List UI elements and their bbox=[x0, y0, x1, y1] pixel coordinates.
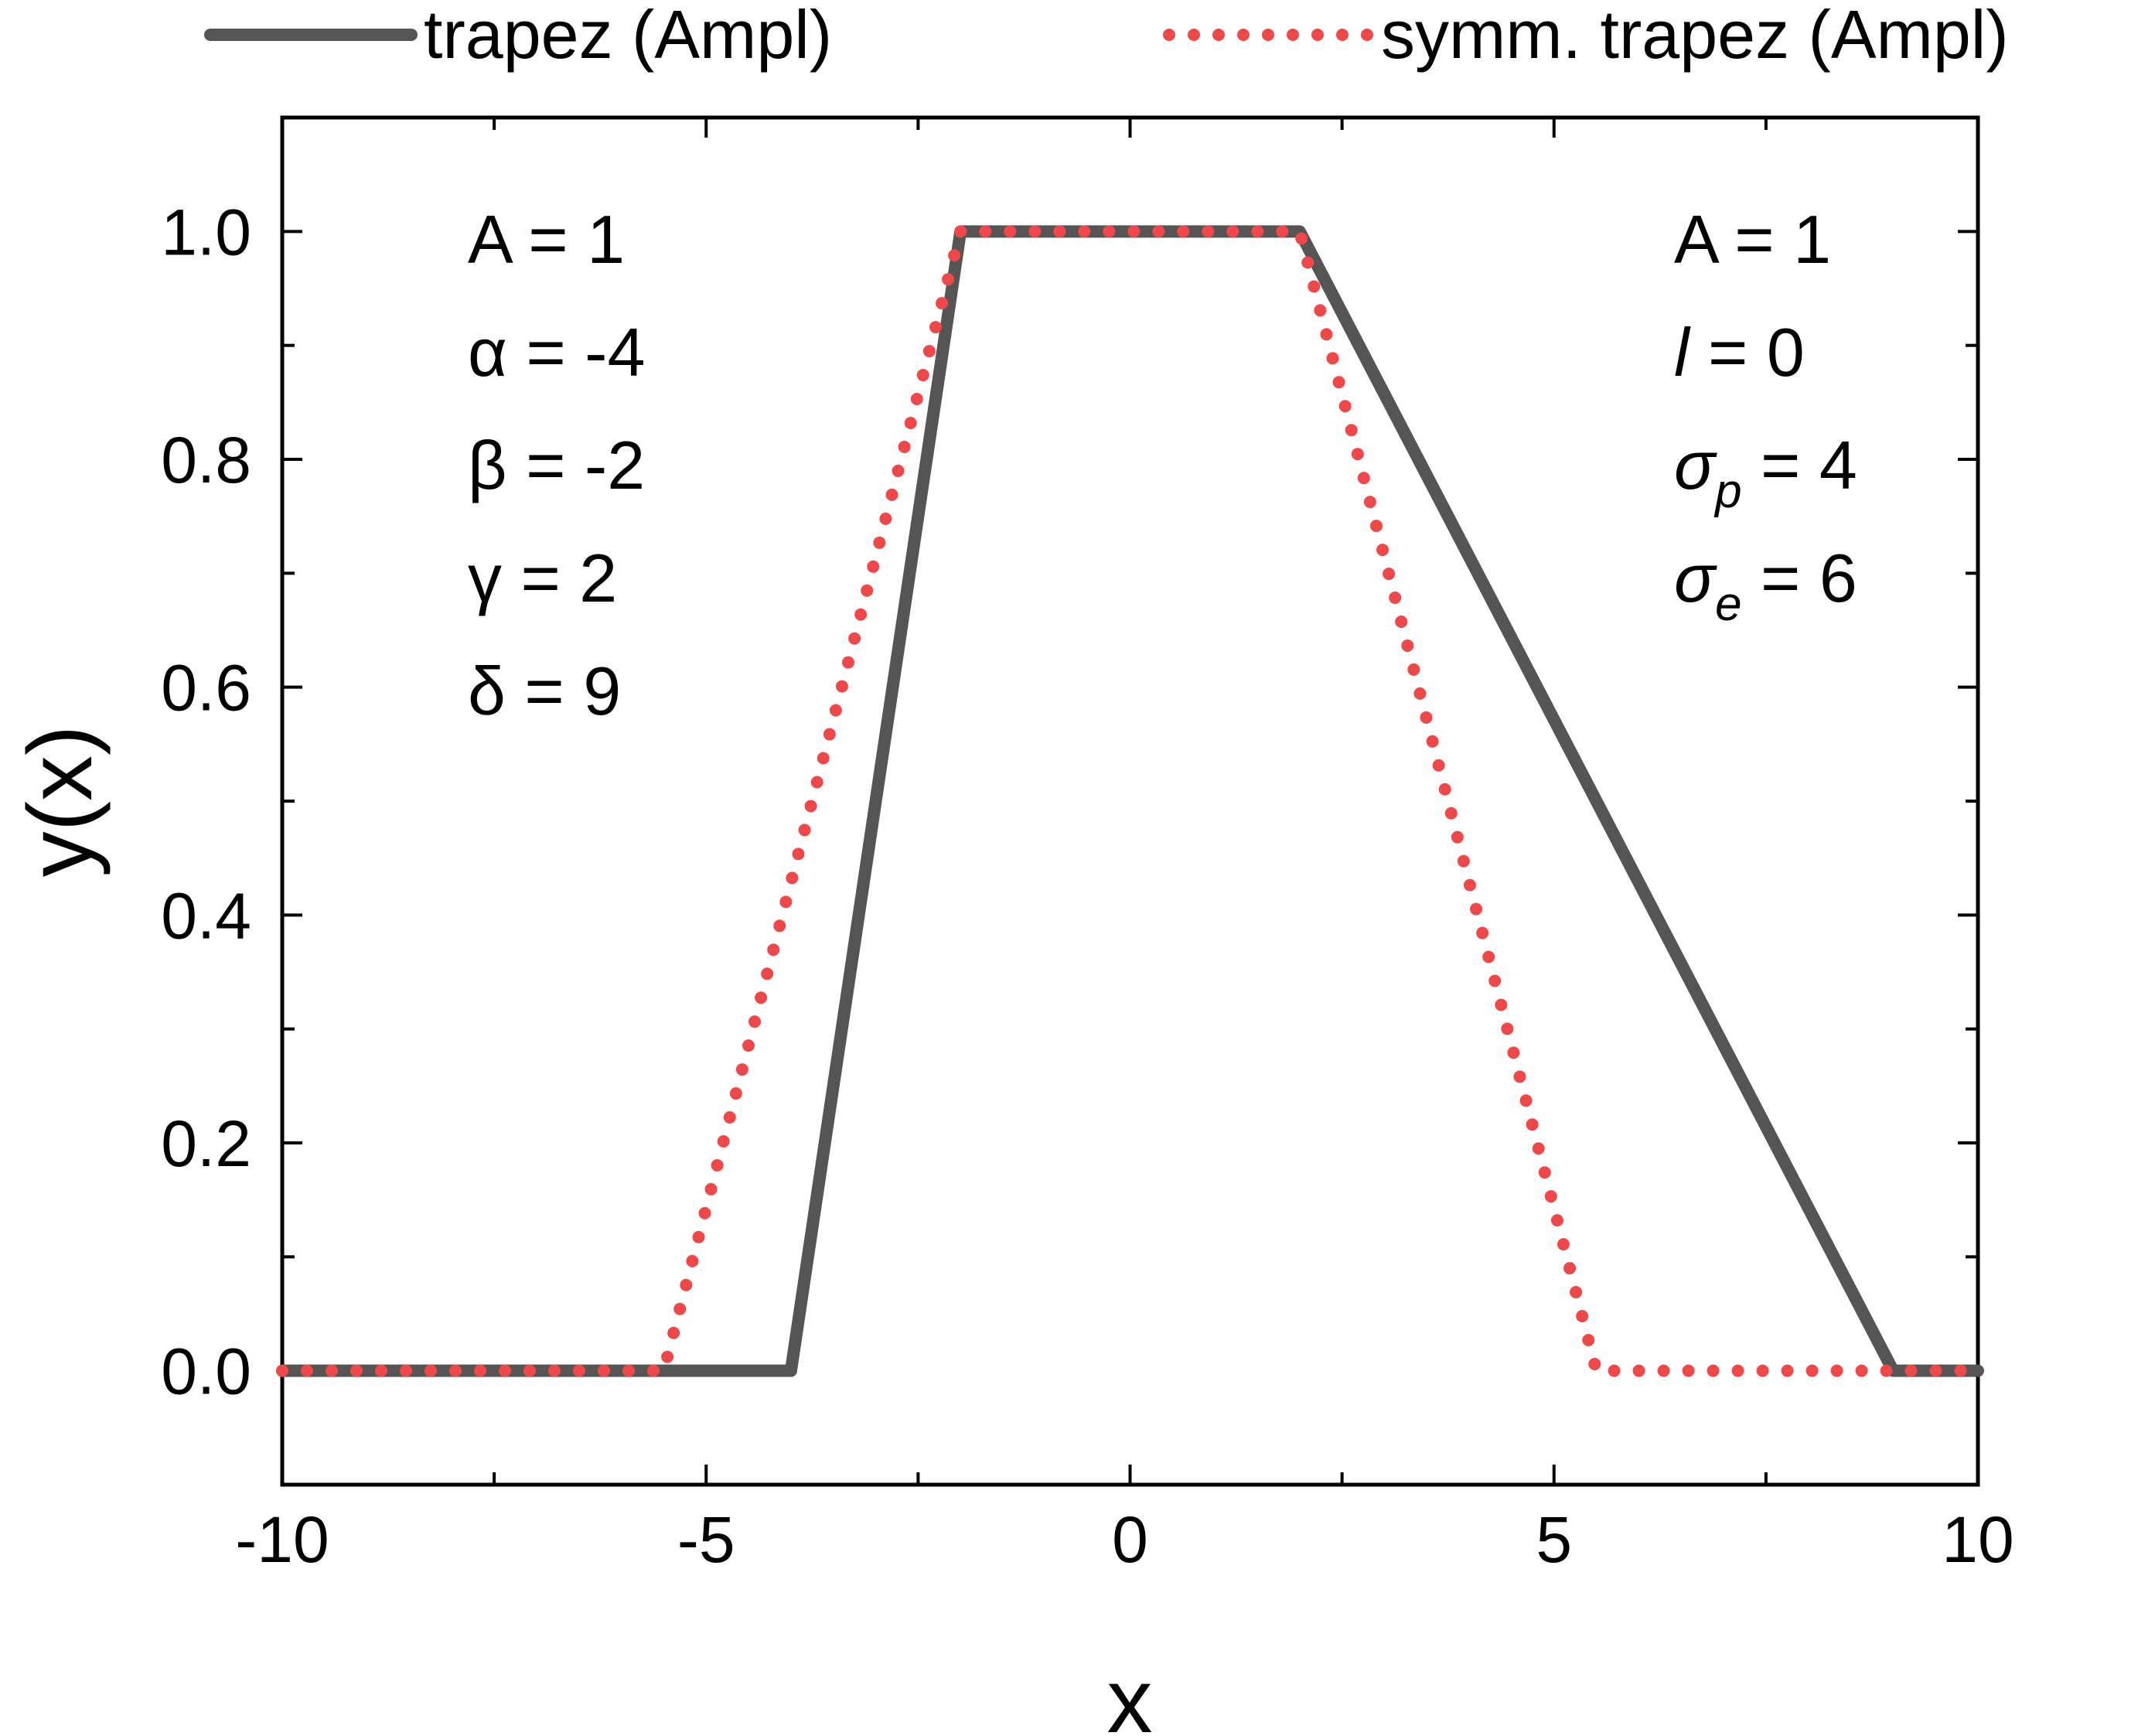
annotation-left-line: A = 1 bbox=[468, 201, 625, 278]
x-tick-label: 10 bbox=[1942, 1503, 2013, 1576]
annotation-left-line: β = -2 bbox=[468, 427, 645, 503]
annotation-left-line: γ = 2 bbox=[468, 540, 617, 616]
legend-label-trapez: trapez (Ampl) bbox=[424, 0, 832, 73]
y-tick-label: 0.6 bbox=[161, 652, 251, 725]
annotation-symbol: σ bbox=[1674, 427, 1717, 503]
y-tick-label: 0.0 bbox=[161, 1335, 251, 1408]
annotation-right-line: l = 0 bbox=[1674, 314, 1805, 391]
annotation-symbol: δ bbox=[468, 653, 506, 729]
annotation-left-line: α = -4 bbox=[468, 314, 645, 391]
x-tick-label: 5 bbox=[1536, 1503, 1572, 1576]
series-line-trapez bbox=[276, 225, 1984, 1377]
x-axis-ticks: -10 -5 0 5 10 bbox=[235, 118, 2014, 1576]
annotation-right: A = 1l = 0σp = 4σe = 6 bbox=[1674, 201, 1857, 631]
annotation-symbol: σ bbox=[1674, 540, 1717, 616]
y-tick-label: 0.2 bbox=[161, 1107, 251, 1180]
x-axis-title: x bbox=[1107, 1650, 1153, 1736]
annotation-right-line: σe = 6 bbox=[1674, 540, 1857, 631]
annotation-value: = 6 bbox=[1742, 540, 1857, 616]
annotation-value: = 2 bbox=[502, 540, 617, 616]
annotation-value: = 0 bbox=[1690, 314, 1805, 391]
y-tick-label: 0.4 bbox=[161, 879, 251, 952]
annotation-symbol: l bbox=[1674, 314, 1691, 391]
annotation-subscript: e bbox=[1715, 578, 1741, 631]
annotation-value: = 1 bbox=[1716, 201, 1831, 278]
y-axis-ticks: 0.0 0.2 0.4 0.6 0.8 1.0 bbox=[161, 116, 1978, 1486]
x-tick-label: 0 bbox=[1112, 1503, 1148, 1576]
annotation-value: = 1 bbox=[510, 201, 625, 278]
series-line-symm-trapez bbox=[276, 225, 1984, 1377]
annotation-value: = -4 bbox=[507, 314, 646, 391]
annotation-value: = -2 bbox=[507, 427, 646, 503]
y-tick-label: 0.8 bbox=[161, 424, 251, 496]
annotation-value: = 4 bbox=[1742, 427, 1857, 503]
x-tick-label: -5 bbox=[677, 1503, 735, 1576]
annotation-symbol: β bbox=[468, 427, 507, 503]
annotation-left: A = 1α = -4β = -2γ = 2δ = 9 bbox=[468, 201, 645, 729]
annotation-value: = 9 bbox=[506, 653, 621, 729]
x-tick-label: -10 bbox=[235, 1503, 329, 1576]
annotation-symbol: α bbox=[468, 314, 507, 391]
annotation-left-line: δ = 9 bbox=[468, 653, 621, 729]
series-layer bbox=[276, 225, 1984, 1377]
annotation-symbol: A bbox=[1674, 201, 1720, 278]
legend: trapez (Ampl) symm. trapez (Ampl) bbox=[204, 0, 2009, 73]
legend-label-symm-trapez: symm. trapez (Ampl) bbox=[1381, 0, 2009, 73]
annotation-right-line: A = 1 bbox=[1674, 201, 1831, 278]
annotation-subscript: p bbox=[1713, 465, 1741, 518]
y-axis-title: y(x) bbox=[9, 725, 111, 878]
annotation-right-line: σp = 4 bbox=[1674, 427, 1857, 518]
annotation-symbol: γ bbox=[468, 540, 502, 616]
y-tick-label: 1.0 bbox=[161, 196, 251, 268]
annotation-symbol: A bbox=[468, 201, 513, 278]
